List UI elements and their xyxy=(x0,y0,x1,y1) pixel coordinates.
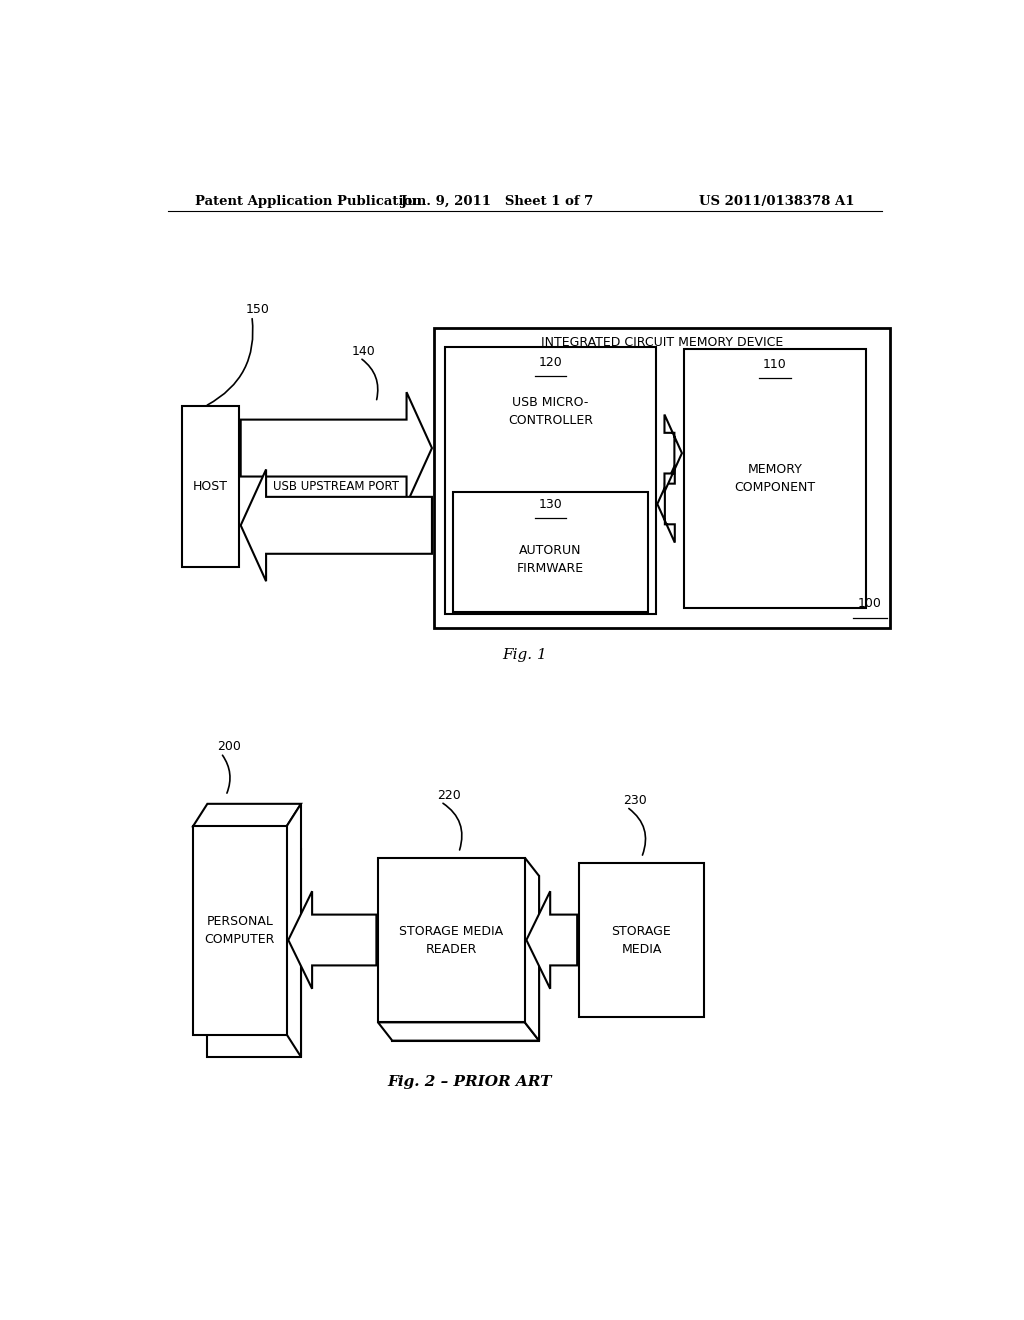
Text: 200: 200 xyxy=(217,741,241,752)
Text: PERSONAL
COMPUTER: PERSONAL COMPUTER xyxy=(205,915,275,946)
Text: 150: 150 xyxy=(246,304,269,315)
Polygon shape xyxy=(657,466,675,543)
Text: Fig. 2 – PRIOR ART: Fig. 2 – PRIOR ART xyxy=(387,1076,552,1089)
Text: 100: 100 xyxy=(858,598,882,610)
Text: STORAGE
MEDIA: STORAGE MEDIA xyxy=(611,924,672,956)
Text: 110: 110 xyxy=(763,358,786,371)
Text: Jun. 9, 2011   Sheet 1 of 7: Jun. 9, 2011 Sheet 1 of 7 xyxy=(401,194,593,207)
Polygon shape xyxy=(241,470,432,581)
Text: US 2011/0138378 A1: US 2011/0138378 A1 xyxy=(698,194,854,207)
Polygon shape xyxy=(289,891,377,989)
Bar xyxy=(207,849,301,1057)
Text: 230: 230 xyxy=(623,793,646,807)
Text: 220: 220 xyxy=(436,789,461,801)
Text: Patent Application Publication: Patent Application Publication xyxy=(196,194,422,207)
Text: USB UPSTREAM PORT: USB UPSTREAM PORT xyxy=(273,480,399,494)
Text: INTEGRATED CIRCUIT MEMORY DEVICE: INTEGRATED CIRCUIT MEMORY DEVICE xyxy=(541,337,782,350)
Bar xyxy=(433,329,890,628)
Polygon shape xyxy=(378,1022,539,1040)
Text: AUTORUN
FIRMWARE: AUTORUN FIRMWARE xyxy=(517,544,584,576)
Polygon shape xyxy=(287,804,301,1057)
Text: 120: 120 xyxy=(539,355,562,368)
Text: Fig. 1: Fig. 1 xyxy=(503,648,547,663)
Polygon shape xyxy=(241,392,432,504)
Bar xyxy=(454,492,648,611)
Bar xyxy=(579,863,705,1018)
Bar xyxy=(445,347,655,614)
Bar xyxy=(684,350,866,607)
Text: 140: 140 xyxy=(352,345,376,358)
Bar xyxy=(182,407,240,568)
Polygon shape xyxy=(524,858,539,1040)
Bar xyxy=(378,858,525,1022)
Text: USB MICRO-
CONTROLLER: USB MICRO- CONTROLLER xyxy=(508,396,593,428)
Text: MEMORY
COMPONENT: MEMORY COMPONENT xyxy=(734,463,815,494)
Text: STORAGE MEDIA
READER: STORAGE MEDIA READER xyxy=(399,924,504,956)
Text: 130: 130 xyxy=(539,498,562,511)
Bar xyxy=(392,876,539,1040)
Text: HOST: HOST xyxy=(194,480,228,494)
Polygon shape xyxy=(526,891,578,989)
Polygon shape xyxy=(194,804,301,826)
Polygon shape xyxy=(665,414,682,492)
Bar xyxy=(194,826,287,1035)
